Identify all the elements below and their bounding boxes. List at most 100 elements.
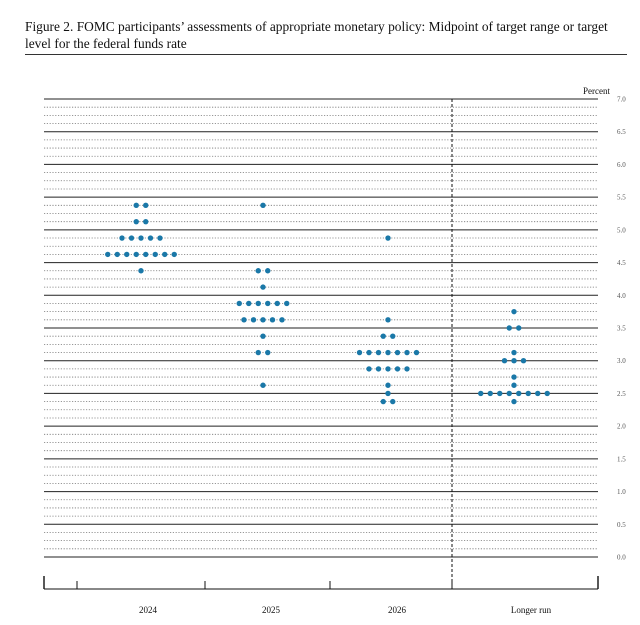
dot-point	[274, 300, 280, 307]
dot-point	[143, 251, 149, 258]
dot-point	[506, 325, 512, 331]
dot-point	[366, 366, 372, 372]
x-tick-label: Longer run	[511, 605, 552, 615]
y-tick-label: 0.0	[617, 554, 626, 562]
y-tick-label: 2.0	[617, 423, 626, 431]
y-tick-label: 0.5	[617, 521, 626, 529]
dot-point	[152, 251, 158, 258]
dot-point	[260, 317, 266, 323]
dot-point	[356, 349, 363, 356]
dot-point	[143, 218, 149, 225]
dot-point	[255, 349, 261, 356]
dot-point	[380, 333, 386, 339]
x-tick-label: 2024	[139, 605, 158, 615]
dot-point	[157, 235, 163, 241]
dot-point	[413, 349, 420, 356]
y-tick-label: 1.0	[617, 488, 626, 496]
dot-point	[119, 235, 125, 241]
dot-point	[385, 235, 391, 241]
dot-point	[535, 390, 541, 397]
dot-point	[133, 218, 139, 225]
dot-point	[366, 349, 372, 356]
dot-point	[506, 390, 512, 397]
dot-point	[511, 374, 517, 380]
dot-point	[487, 390, 493, 397]
dot-point	[404, 366, 410, 372]
dot-point	[511, 358, 517, 364]
dot-point	[380, 398, 386, 405]
dot-point	[385, 390, 391, 397]
dots	[105, 202, 550, 405]
title-rule	[25, 54, 627, 55]
dot-point	[390, 333, 396, 339]
dot-point	[241, 317, 247, 323]
dot-point	[511, 382, 517, 388]
y-tick-label: 6.0	[617, 161, 626, 169]
dot-point	[162, 251, 168, 258]
dot-point	[128, 235, 135, 241]
dot-point	[105, 251, 111, 258]
dot-point	[265, 349, 271, 356]
dot-point	[133, 202, 139, 209]
dot-point	[236, 300, 242, 307]
dot-point	[143, 202, 149, 209]
dot-point	[260, 284, 266, 290]
dot-point	[138, 235, 144, 241]
dot-point	[394, 366, 401, 372]
dot-point	[147, 235, 154, 241]
dot-point	[375, 366, 382, 372]
dot-point	[269, 317, 276, 323]
dot-point	[265, 268, 271, 274]
dot-point	[525, 390, 531, 397]
dot-point	[404, 349, 410, 356]
y-tick-label: 5.5	[617, 194, 626, 202]
dot-point	[279, 317, 285, 323]
dot-point	[511, 349, 517, 356]
dot-point	[385, 317, 391, 323]
dot-point	[255, 268, 261, 274]
y-axis-unit-label: Percent	[583, 86, 610, 96]
dot-point	[284, 300, 290, 307]
dot-point	[497, 390, 503, 397]
y-tick-label: 2.5	[617, 390, 626, 398]
y-tick-label: 1.5	[617, 455, 626, 463]
dot-point	[114, 251, 120, 258]
y-tick-labels: 0.0 0.5 1.0 1.5 2.0 2.5 3.0 3.5 4.0 4.5 5.0 5.5 6.0 6…	[617, 96, 626, 562]
dot-point	[171, 251, 177, 258]
dot-point	[394, 349, 401, 356]
x-axis: 2024 2025 2026 Longer run	[43, 99, 599, 615]
dot-point	[516, 325, 522, 331]
dot-point	[260, 382, 266, 388]
y-tick-label: 6.5	[617, 128, 626, 136]
dot-point	[511, 308, 517, 315]
y-tick-label: 4.0	[617, 292, 626, 300]
figure-title: Figure 2. FOMC participants’ assessments…	[25, 19, 608, 51]
dot-point	[124, 251, 130, 258]
dot-point	[516, 390, 522, 397]
dot-point	[133, 251, 139, 258]
dot-point	[385, 349, 391, 356]
y-tick-label: 5.0	[617, 226, 626, 234]
dot-point	[520, 358, 527, 364]
x-tick-label: 2026	[388, 605, 407, 615]
y-tick-label: 7.0	[617, 96, 626, 104]
dot-point	[375, 349, 382, 356]
dot-point	[265, 300, 271, 307]
dot-point	[385, 366, 391, 372]
dot-point	[250, 317, 257, 323]
dot-point	[246, 300, 252, 307]
y-tick-label: 4.5	[617, 259, 626, 267]
y-tick-label: 3.0	[617, 357, 626, 365]
dot-point	[138, 268, 144, 274]
y-tick-label: 3.5	[617, 325, 626, 333]
dot-point	[255, 300, 261, 307]
dot-point	[501, 358, 508, 364]
dot-point	[385, 382, 391, 388]
dot-point	[511, 398, 517, 405]
gridlines	[44, 98, 598, 558]
dot-point	[390, 398, 396, 405]
dot-point	[260, 202, 266, 209]
x-tick-label: 2025	[262, 605, 281, 615]
dot-point	[478, 390, 484, 397]
